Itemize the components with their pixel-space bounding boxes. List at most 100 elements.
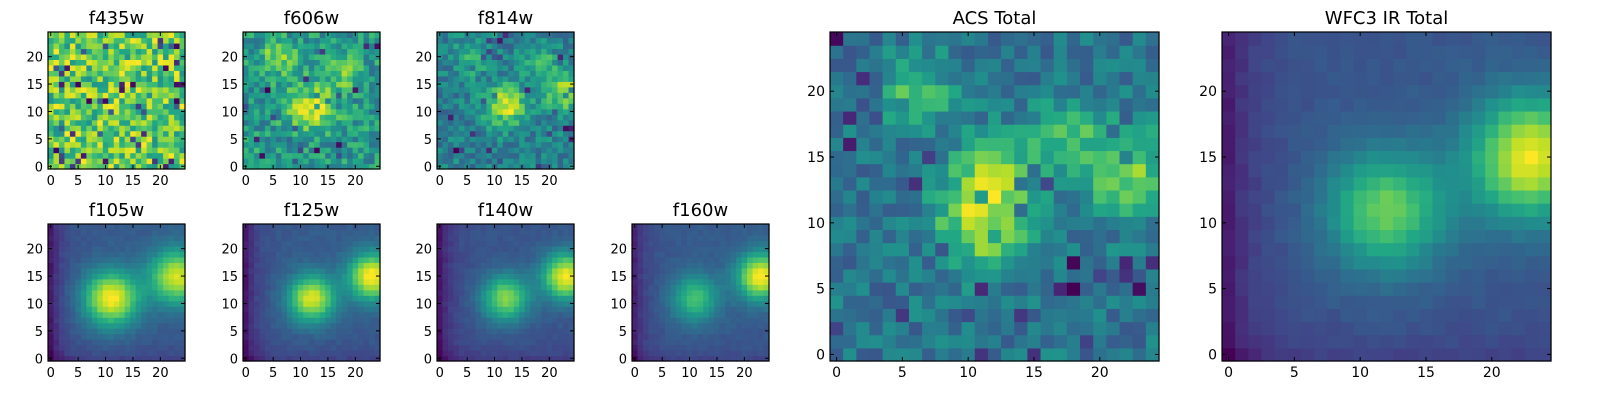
heatmap-cell bbox=[275, 59, 282, 66]
heatmap-cell bbox=[708, 311, 715, 318]
heatmap-cell bbox=[319, 147, 326, 154]
heatmap-cell bbox=[513, 42, 520, 50]
heatmap-cell bbox=[519, 289, 526, 296]
heatmap-cell bbox=[648, 300, 655, 307]
heatmap-cell bbox=[341, 59, 348, 66]
heatmap-cell bbox=[174, 262, 181, 269]
heatmap-cell bbox=[347, 158, 354, 165]
heatmap-cell bbox=[270, 267, 277, 274]
heatmap-cell bbox=[363, 256, 370, 263]
heatmap-cell bbox=[508, 273, 515, 280]
heatmap-cell bbox=[686, 328, 693, 335]
heatmap-cell bbox=[119, 92, 126, 99]
heatmap-cell bbox=[248, 240, 255, 247]
heatmap-cell bbox=[843, 334, 857, 349]
heatmap-cell bbox=[297, 339, 304, 346]
heatmap-cell bbox=[297, 103, 304, 110]
heatmap-cell bbox=[146, 295, 153, 302]
heatmap-cell bbox=[541, 273, 548, 280]
heatmap-cell bbox=[741, 273, 748, 280]
heatmap-cell bbox=[697, 311, 704, 318]
heatmap-cell bbox=[275, 108, 282, 115]
heatmap-cell bbox=[491, 256, 498, 263]
heatmap-cell bbox=[163, 119, 170, 126]
heatmap-cell bbox=[152, 234, 159, 242]
heatmap-cell bbox=[653, 289, 660, 296]
heatmap-cell bbox=[464, 81, 471, 88]
heatmap-cell bbox=[270, 328, 277, 335]
heatmap-cell bbox=[948, 347, 963, 362]
heatmap-cell bbox=[697, 224, 704, 231]
heatmap-cell bbox=[358, 317, 365, 324]
heatmap-cell bbox=[725, 251, 732, 258]
heatmap-cell bbox=[69, 103, 76, 110]
heatmap-cell bbox=[347, 350, 354, 357]
heatmap-cell bbox=[1145, 189, 1160, 204]
heatmap-cell bbox=[347, 32, 354, 39]
heatmap-cell bbox=[319, 141, 326, 148]
heatmap-cell bbox=[486, 147, 493, 154]
heatmap-cell bbox=[53, 97, 60, 104]
heatmap-cell bbox=[174, 103, 181, 110]
heatmap-cell bbox=[259, 75, 266, 82]
heatmap-cell bbox=[130, 284, 137, 291]
heatmap-cell bbox=[270, 295, 277, 302]
heatmap-cell bbox=[64, 234, 71, 242]
heatmap-cell bbox=[1040, 295, 1055, 309]
heatmap-cell bbox=[248, 147, 255, 154]
heatmap-cell bbox=[325, 267, 332, 274]
heatmap-cell bbox=[352, 103, 359, 110]
heatmap-cell bbox=[719, 262, 726, 269]
heatmap-cell bbox=[830, 308, 844, 323]
heatmap-cell bbox=[163, 267, 170, 274]
heatmap-cell bbox=[168, 97, 175, 104]
heatmap-cell bbox=[75, 295, 82, 302]
heatmap-cell bbox=[535, 295, 542, 302]
heatmap-cell bbox=[480, 229, 487, 236]
heatmap-cell bbox=[486, 339, 493, 346]
heatmap-cell bbox=[563, 48, 570, 55]
heatmap-cell bbox=[135, 267, 142, 274]
heatmap-cell bbox=[69, 256, 76, 263]
heatmap-cell bbox=[108, 53, 115, 60]
heatmap-cell bbox=[447, 163, 455, 170]
heatmap-cell bbox=[286, 37, 293, 44]
heatmap-cell bbox=[336, 130, 343, 137]
heatmap-cell bbox=[80, 224, 87, 231]
heatmap-cell bbox=[248, 267, 255, 274]
heatmap-cell bbox=[369, 70, 376, 77]
heatmap-cell bbox=[469, 267, 476, 274]
heatmap-cell bbox=[108, 59, 115, 66]
heatmap-cell bbox=[347, 92, 354, 99]
heatmap-cell bbox=[253, 224, 261, 231]
heatmap-cell bbox=[64, 289, 71, 296]
heatmap-cell bbox=[243, 114, 250, 121]
heatmap-cell bbox=[152, 317, 159, 324]
heatmap-cell bbox=[908, 295, 923, 309]
heatmap-cell bbox=[113, 141, 120, 148]
heatmap-cell bbox=[692, 322, 699, 329]
heatmap-cell bbox=[135, 295, 142, 302]
heatmap-cell bbox=[75, 53, 82, 60]
heatmap-cell bbox=[458, 339, 465, 346]
heatmap-cell bbox=[308, 311, 315, 318]
heatmap-cell bbox=[297, 97, 304, 104]
heatmap-cell bbox=[91, 147, 98, 154]
heatmap-cell bbox=[86, 81, 93, 88]
heatmap-cell bbox=[163, 64, 170, 71]
heatmap-cell bbox=[502, 355, 509, 362]
heatmap-cell bbox=[308, 262, 315, 269]
heatmap-cell bbox=[286, 130, 293, 137]
heatmap-cell bbox=[447, 130, 455, 137]
heatmap-cell bbox=[314, 32, 321, 39]
heatmap-cell bbox=[480, 311, 487, 318]
heatmap-cell bbox=[491, 158, 498, 165]
heatmap-cell bbox=[843, 242, 857, 257]
heatmap-cell bbox=[1132, 347, 1147, 362]
heatmap-cell bbox=[259, 311, 266, 318]
heatmap-cell bbox=[552, 163, 559, 170]
heatmap-cell bbox=[113, 224, 120, 231]
heatmap-cell bbox=[637, 322, 644, 329]
heatmap-cell bbox=[961, 229, 976, 244]
x-tick-label: 0 bbox=[242, 174, 250, 189]
